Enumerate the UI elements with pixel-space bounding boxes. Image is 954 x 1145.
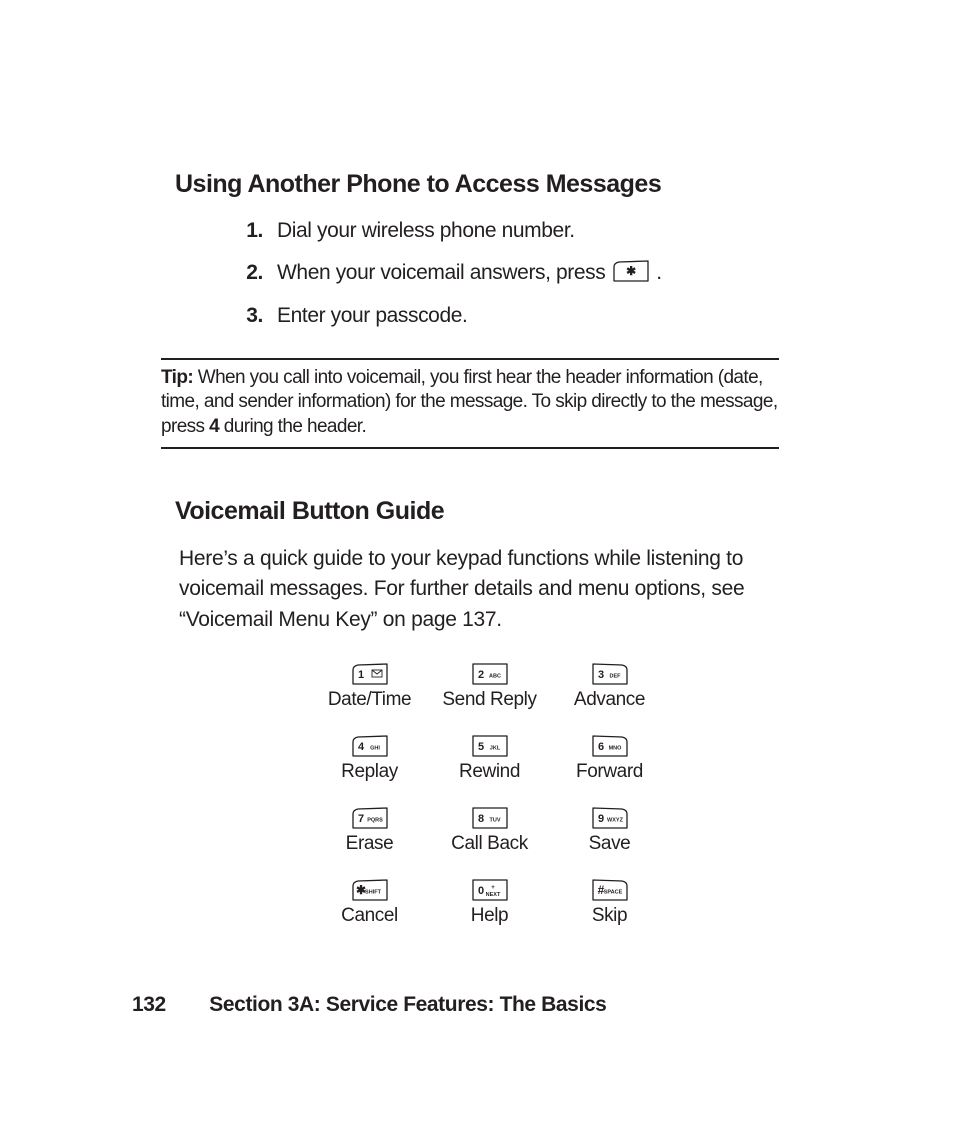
svg-text:TUV: TUV bbox=[489, 818, 500, 824]
star-key-inline-icon: ✱ bbox=[613, 260, 649, 282]
keypad-cell-4: 4 GHI Replay bbox=[310, 735, 430, 783]
svg-text:0: 0 bbox=[477, 885, 483, 897]
page-number: 132 bbox=[132, 993, 166, 1016]
keypad-cell-6: 6 MNO Forward bbox=[550, 735, 670, 783]
heading-voicemail-button-guide: Voicemail Button Guide bbox=[175, 497, 804, 526]
svg-text:ABC: ABC bbox=[489, 674, 501, 680]
manual-page: Using Another Phone to Access Messages 1… bbox=[0, 0, 954, 1145]
keypad-key-1-icon: 1 bbox=[352, 663, 388, 685]
keypad-label: Forward bbox=[576, 761, 643, 783]
svg-text:4: 4 bbox=[357, 741, 364, 753]
svg-text:PQRS: PQRS bbox=[367, 818, 383, 824]
svg-text:DEF: DEF bbox=[609, 674, 621, 680]
keypad-cell-5: 5 JKL Rewind bbox=[430, 735, 550, 783]
keypad-label: Rewind bbox=[459, 761, 520, 783]
keypad-key-8-icon: 8 TUV bbox=[472, 807, 508, 829]
svg-text:8: 8 bbox=[477, 813, 483, 825]
svg-text:SPACE: SPACE bbox=[603, 890, 622, 896]
keypad-key-6-icon: 6 MNO bbox=[592, 735, 628, 757]
svg-text:3: 3 bbox=[597, 669, 603, 681]
keypad-label: Save bbox=[589, 833, 631, 855]
svg-text:SHIFT: SHIFT bbox=[365, 890, 382, 896]
tip-body-b: during the header. bbox=[219, 416, 366, 437]
keypad-key-star-icon: ✱SHIFT bbox=[352, 879, 388, 901]
keypad-grid: 1 Date/Time 2 ABC Send Reply 3 DEF Advance… bbox=[300, 663, 680, 927]
keypad-label: Replay bbox=[341, 761, 398, 783]
keypad-label: Cancel bbox=[341, 905, 398, 927]
svg-text:5: 5 bbox=[477, 741, 483, 753]
svg-text:9: 9 bbox=[597, 813, 603, 825]
keypad-cell-3: 3 DEF Advance bbox=[550, 663, 670, 711]
keypad-cell-8: 8 TUV Call Back bbox=[430, 807, 550, 855]
step-2: 2. When your voicemail answers, press ✱ … bbox=[235, 259, 804, 287]
keypad-cell-0: 0 +NEXT Help bbox=[430, 879, 550, 927]
keypad-cell-9: 9 WXYZ Save bbox=[550, 807, 670, 855]
keypad-cell-2: 2 ABC Send Reply bbox=[430, 663, 550, 711]
keypad-key-9-icon: 9 WXYZ bbox=[592, 807, 628, 829]
keypad-label: Help bbox=[471, 905, 508, 927]
tip-callout: Tip: When you call into voicemail, you f… bbox=[161, 358, 779, 449]
guide-intro-paragraph: Here’s a quick guide to your keypad func… bbox=[175, 544, 804, 635]
keypad-key-0-icon: 0 +NEXT bbox=[472, 879, 508, 901]
page-footer: 132 Section 3A: Service Features: The Ba… bbox=[132, 993, 606, 1017]
keypad-label: Call Back bbox=[451, 833, 528, 855]
step-number: 2. bbox=[235, 259, 263, 287]
step-number: 1. bbox=[235, 217, 263, 245]
keypad-key-7-icon: 7 PQRS bbox=[352, 807, 388, 829]
step-1: 1. Dial your wireless phone number. bbox=[235, 217, 804, 245]
svg-text:NEXT: NEXT bbox=[485, 892, 500, 898]
keypad-key-2-icon: 2 ABC bbox=[472, 663, 508, 685]
steps-list: 1. Dial your wireless phone number. 2. W… bbox=[175, 217, 804, 330]
svg-text:GHI: GHI bbox=[370, 746, 380, 752]
step-text: When your voicemail answers, press ✱ . bbox=[277, 259, 804, 287]
svg-text:1: 1 bbox=[357, 669, 363, 681]
step-text: Enter your passcode. bbox=[277, 302, 804, 330]
keypad-cell-7: 7 PQRS Erase bbox=[310, 807, 430, 855]
keypad-label: Skip bbox=[592, 905, 627, 927]
keypad-key-hash-icon: #SPACE bbox=[592, 879, 628, 901]
keypad-label: Advance bbox=[574, 689, 645, 711]
svg-text:7: 7 bbox=[357, 813, 363, 825]
step-3: 3. Enter your passcode. bbox=[235, 302, 804, 330]
tip-bold-key: 4 bbox=[209, 416, 219, 437]
keypad-cell-1: 1 Date/Time bbox=[310, 663, 430, 711]
keypad-label: Send Reply bbox=[442, 689, 536, 711]
svg-text:JKL: JKL bbox=[489, 746, 500, 752]
svg-text:WXYZ: WXYZ bbox=[607, 818, 624, 824]
step-text: Dial your wireless phone number. bbox=[277, 217, 804, 245]
keypad-label: Date/Time bbox=[328, 689, 411, 711]
svg-text:+: + bbox=[491, 885, 495, 891]
keypad-cell-star: ✱SHIFT Cancel bbox=[310, 879, 430, 927]
keypad-cell-hash: #SPACE Skip bbox=[550, 879, 670, 927]
heading-using-another-phone: Using Another Phone to Access Messages bbox=[175, 170, 804, 199]
svg-text:6: 6 bbox=[597, 741, 603, 753]
step-text-after: . bbox=[656, 261, 661, 284]
svg-text:2: 2 bbox=[477, 669, 483, 681]
keypad-label: Erase bbox=[346, 833, 394, 855]
svg-text:✱: ✱ bbox=[626, 264, 636, 278]
keypad-key-5-icon: 5 JKL bbox=[472, 735, 508, 757]
svg-text:MNO: MNO bbox=[608, 746, 622, 752]
keypad-key-4-icon: 4 GHI bbox=[352, 735, 388, 757]
step-text-before: When your voicemail answers, press bbox=[277, 261, 611, 284]
step-number: 3. bbox=[235, 302, 263, 330]
tip-label: Tip: bbox=[161, 367, 193, 388]
keypad-key-3-icon: 3 DEF bbox=[592, 663, 628, 685]
section-title: Section 3A: Service Features: The Basics bbox=[209, 993, 606, 1016]
